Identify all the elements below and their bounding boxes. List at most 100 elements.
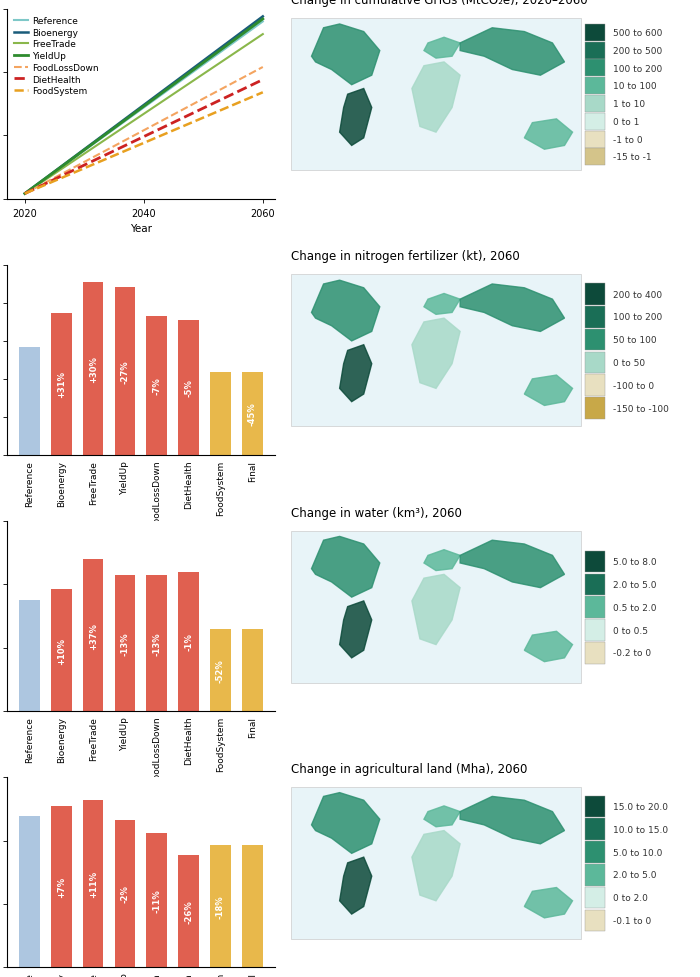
Text: +7%: +7% (57, 876, 66, 897)
Bar (584, 398, 605, 419)
Bar (146, 833, 167, 967)
Text: Change in nitrogen fertilizer (kt), 2060: Change in nitrogen fertilizer (kt), 2060 (291, 250, 520, 263)
Bar (584, 329, 605, 351)
Polygon shape (412, 574, 460, 645)
Polygon shape (340, 345, 372, 403)
Bar (242, 629, 262, 711)
Polygon shape (340, 601, 372, 658)
Text: -2%: -2% (120, 884, 130, 903)
Text: 0 to 2.0: 0 to 2.0 (612, 893, 648, 902)
Text: +30%: +30% (89, 356, 97, 382)
Bar (584, 574, 605, 596)
Legend: Reference, Bioenergy, FreeTrade, YieldUp, FoodLossDown, DietHealth, FoodSystem: Reference, Bioenergy, FreeTrade, YieldUp… (11, 15, 102, 99)
Bar (242, 372, 262, 455)
Bar (83, 282, 104, 455)
Text: 0 to 50: 0 to 50 (612, 359, 645, 367)
Polygon shape (312, 792, 380, 854)
Text: 200 to 500: 200 to 500 (612, 47, 662, 56)
Polygon shape (424, 806, 460, 827)
Bar (584, 307, 605, 328)
Bar (210, 629, 231, 711)
Text: 2.0 to 5.0: 2.0 to 5.0 (612, 580, 656, 589)
Text: -5%: -5% (184, 379, 193, 397)
Polygon shape (524, 887, 573, 918)
Text: -1%: -1% (184, 633, 193, 651)
Text: 0 to 1: 0 to 1 (612, 118, 639, 127)
Text: 50 to 100: 50 to 100 (612, 336, 657, 345)
FancyBboxPatch shape (291, 531, 580, 683)
Bar (584, 96, 605, 113)
Bar (19, 601, 40, 711)
Text: 15.0 to 20.0: 15.0 to 20.0 (612, 802, 668, 811)
Text: 5.0 to 10.0: 5.0 to 10.0 (612, 848, 662, 857)
Bar (584, 864, 605, 886)
X-axis label: Year: Year (130, 224, 152, 234)
Text: -1 to 0: -1 to 0 (612, 136, 643, 145)
Bar (584, 841, 605, 863)
Bar (584, 642, 605, 664)
Bar (115, 820, 135, 967)
Text: 500 to 600: 500 to 600 (612, 29, 662, 38)
Text: Change in water (km³), 2060: Change in water (km³), 2060 (291, 506, 462, 519)
Text: -100 to 0: -100 to 0 (612, 381, 654, 391)
Bar (83, 560, 104, 711)
Bar (115, 575, 135, 711)
Bar (584, 113, 605, 131)
Text: 200 to 400: 200 to 400 (612, 290, 662, 299)
Text: -11%: -11% (153, 888, 161, 913)
Bar (146, 575, 167, 711)
Bar (19, 347, 40, 455)
Bar (178, 320, 199, 455)
Polygon shape (460, 284, 564, 332)
Text: -0.2 to 0: -0.2 to 0 (612, 649, 651, 658)
Bar (584, 61, 605, 77)
Bar (51, 806, 71, 967)
Text: 100 to 200: 100 to 200 (612, 64, 662, 73)
Text: -13%: -13% (120, 631, 130, 656)
FancyBboxPatch shape (291, 20, 580, 171)
Bar (242, 845, 262, 967)
FancyBboxPatch shape (291, 787, 580, 939)
Bar (146, 317, 167, 455)
X-axis label: Scenario: Scenario (118, 532, 164, 542)
Bar (584, 78, 605, 95)
Bar (83, 800, 104, 967)
Bar (210, 372, 231, 455)
Polygon shape (524, 632, 573, 662)
Bar (584, 796, 605, 818)
Text: +37%: +37% (89, 622, 97, 649)
Text: -150 to -100: -150 to -100 (612, 404, 668, 413)
Bar (584, 43, 605, 60)
Text: 0 to 0.5: 0 to 0.5 (612, 626, 648, 635)
Bar (178, 573, 199, 711)
Bar (584, 149, 605, 166)
Bar (584, 910, 605, 931)
Bar (19, 817, 40, 967)
Polygon shape (312, 25, 380, 86)
Bar (51, 589, 71, 711)
Bar (584, 284, 605, 306)
Text: +11%: +11% (89, 870, 97, 897)
Bar (51, 314, 71, 455)
Polygon shape (412, 319, 460, 389)
Text: 5.0 to 8.0: 5.0 to 8.0 (612, 558, 657, 567)
FancyBboxPatch shape (291, 276, 580, 427)
Text: -7%: -7% (153, 377, 161, 395)
Bar (584, 132, 605, 149)
Text: Change in cumulative GHGs (MtCO₂e), 2020–2060: Change in cumulative GHGs (MtCO₂e), 2020… (291, 0, 588, 7)
Polygon shape (524, 120, 573, 150)
Text: -13%: -13% (153, 631, 161, 656)
Bar (584, 819, 605, 840)
Polygon shape (524, 376, 573, 406)
Polygon shape (312, 536, 380, 598)
Polygon shape (460, 796, 564, 844)
Polygon shape (424, 550, 460, 571)
Text: -26%: -26% (184, 900, 193, 923)
Text: -27%: -27% (120, 360, 130, 383)
Text: 1 to 10: 1 to 10 (612, 100, 645, 109)
Bar (584, 597, 605, 618)
Bar (584, 551, 605, 573)
Text: -15 to -1: -15 to -1 (612, 153, 651, 162)
Text: 10 to 100: 10 to 100 (612, 82, 657, 91)
Polygon shape (460, 540, 564, 588)
